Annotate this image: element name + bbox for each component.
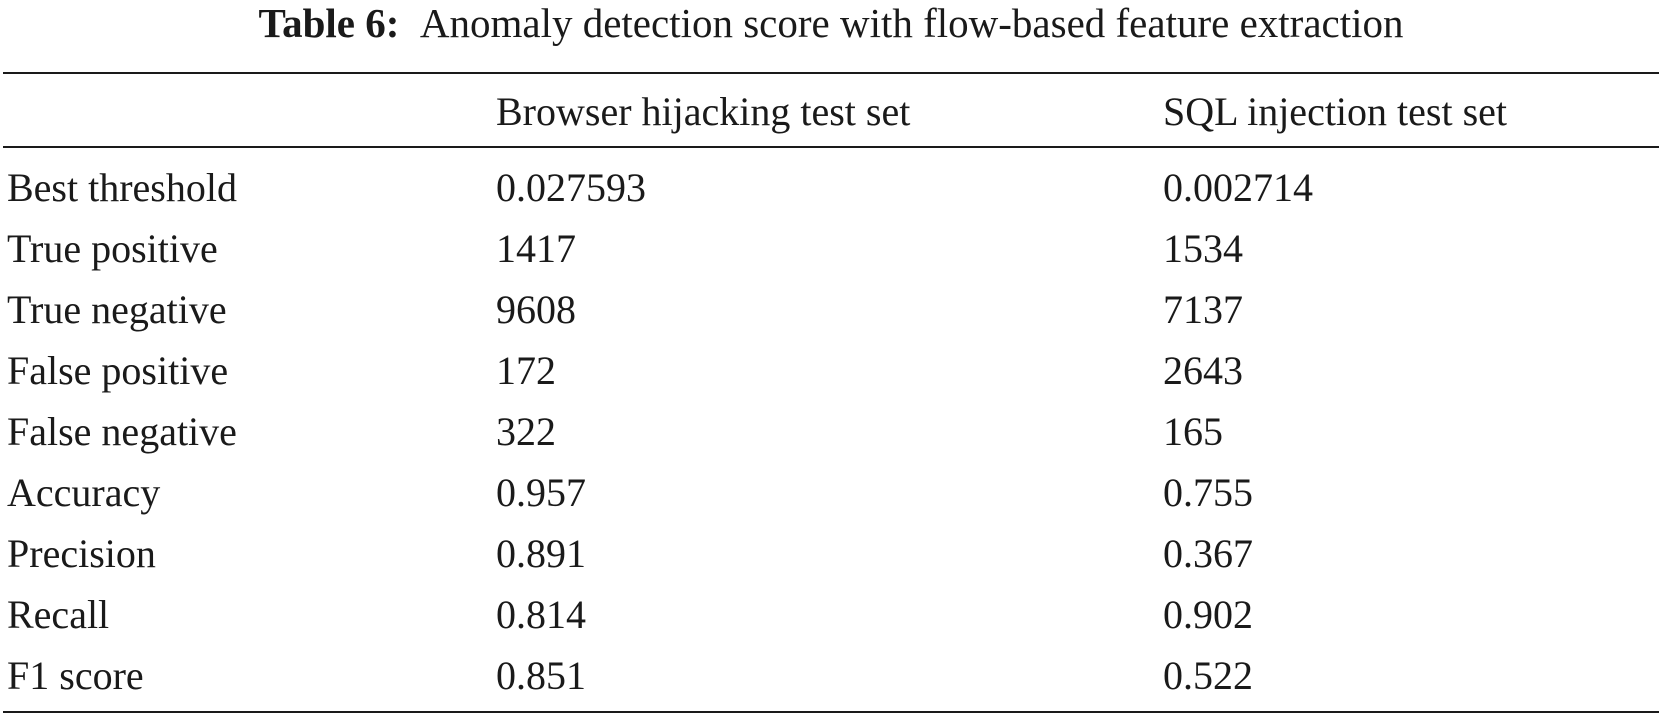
table-caption: Table 6: Anomaly detection score with fl… — [0, 0, 1662, 58]
sql-injection-value: 165 — [1163, 409, 1223, 454]
browser-hijacking-value: 322 — [496, 409, 556, 454]
row-label: Recall — [7, 592, 110, 637]
sql-injection-value: 1534 — [1163, 226, 1243, 271]
row-label: Best threshold — [7, 165, 237, 210]
sql-injection-value: 0.367 — [1163, 531, 1253, 576]
row-label: True negative — [7, 287, 227, 332]
row-label: Precision — [7, 531, 156, 576]
browser-hijacking-value: 1417 — [496, 226, 576, 271]
header-cell-sql-injection: SQL injection test set — [1163, 89, 1508, 134]
browser-hijacking-value: 0.957 — [496, 470, 586, 515]
row-label: Accuracy — [7, 470, 161, 515]
table-caption-label: Table 6: — [258, 0, 400, 46]
table-bottom-rule — [3, 711, 1659, 713]
row-label: False negative — [7, 409, 237, 454]
table-top-rule — [3, 72, 1659, 74]
browser-hijacking-value: 0.891 — [496, 531, 586, 576]
sql-injection-value: 7137 — [1163, 287, 1243, 332]
browser-hijacking-value: 9608 — [496, 287, 576, 332]
row-label: F1 score — [7, 653, 144, 698]
sql-injection-value: 0.002714 — [1163, 165, 1313, 210]
browser-hijacking-value: 172 — [496, 348, 556, 393]
table-header-rule — [3, 146, 1659, 148]
sql-injection-value: 0.902 — [1163, 592, 1253, 637]
browser-hijacking-value: 0.027593 — [496, 165, 646, 210]
header-cell-browser-hijacking: Browser hijacking test set — [496, 89, 911, 134]
browser-hijacking-value: 0.851 — [496, 653, 586, 698]
table-caption-text: Anomaly detection score with flow-based … — [419, 0, 1404, 46]
sql-injection-value: 0.755 — [1163, 470, 1253, 515]
browser-hijacking-value: 0.814 — [496, 592, 586, 637]
row-label: False positive — [7, 348, 229, 393]
row-label: True positive — [7, 226, 218, 271]
sql-injection-value: 0.522 — [1163, 653, 1253, 698]
sql-injection-value: 2643 — [1163, 348, 1243, 393]
